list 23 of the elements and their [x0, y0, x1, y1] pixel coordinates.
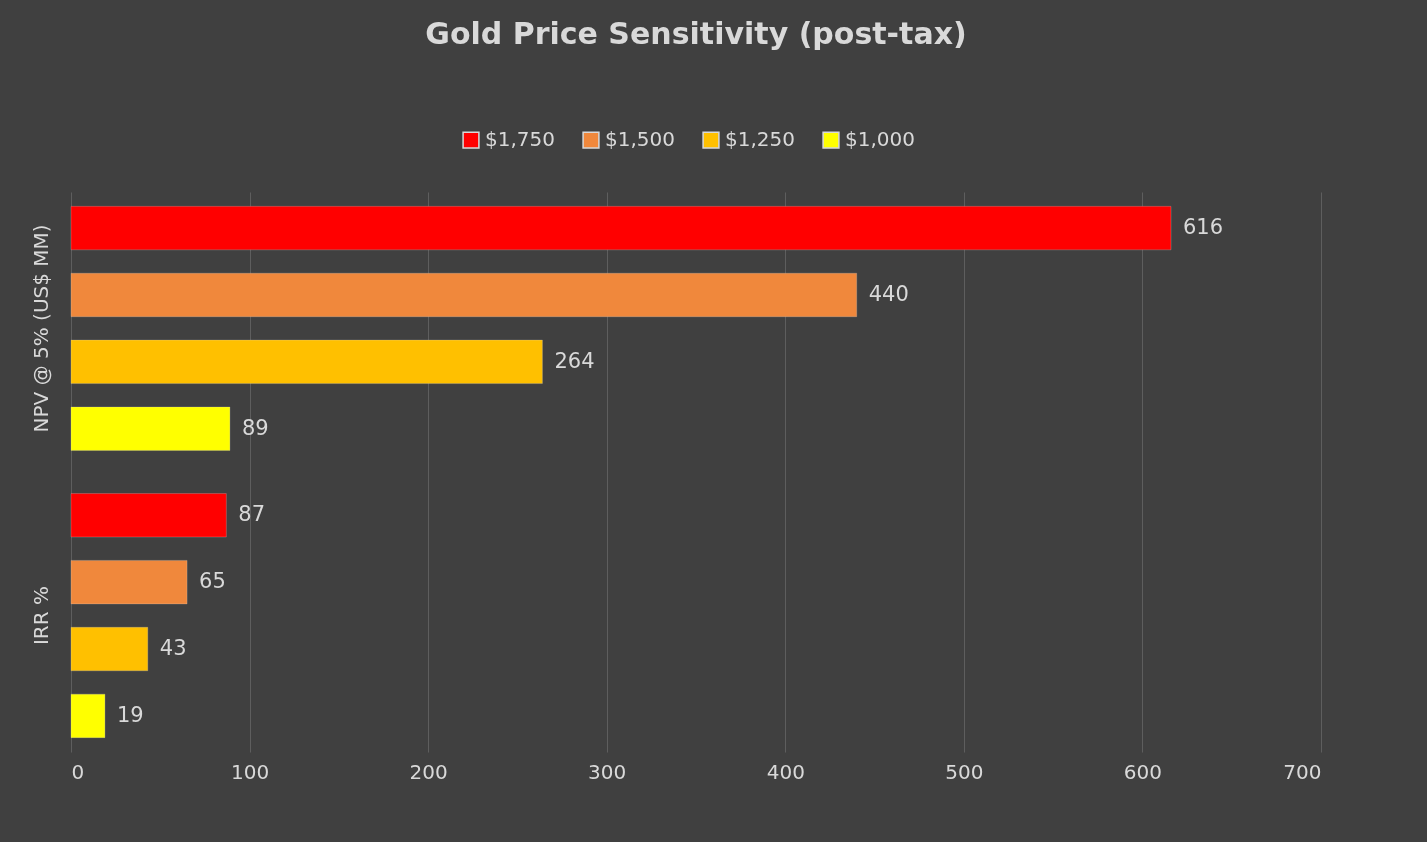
x-tick-label: 100	[230, 759, 270, 784]
data-label: 440	[868, 281, 909, 306]
legend-label: $1,750	[485, 127, 555, 152]
data-label: 616	[1183, 215, 1224, 240]
data-label: 89	[241, 415, 269, 440]
x-tick-label: 300	[588, 759, 627, 784]
legend-label: $1,500	[605, 127, 675, 152]
x-tick-label: 200	[409, 759, 448, 784]
data-label: 87	[238, 502, 266, 527]
data-label: 264	[554, 348, 595, 373]
x-tick-label: 700	[1283, 759, 1322, 784]
legend-label: $1,250	[725, 127, 795, 152]
x-tick-label: 0	[71, 759, 85, 784]
x-tick-label: 600	[1123, 759, 1163, 784]
x-tick-label: 500	[945, 759, 984, 784]
data-label: 43	[159, 636, 187, 661]
data-label: 65	[199, 569, 226, 594]
data-label: 19	[116, 702, 144, 727]
legend-label: $1,000	[845, 127, 915, 152]
chart-title: Gold Price Sensitivity (post-tax)	[425, 16, 967, 51]
x-tick-label: 400	[766, 759, 805, 784]
y-tick-label: NPV @ 5% (US$ MM)	[28, 224, 53, 433]
y-tick-label: IRR %	[28, 586, 53, 646]
